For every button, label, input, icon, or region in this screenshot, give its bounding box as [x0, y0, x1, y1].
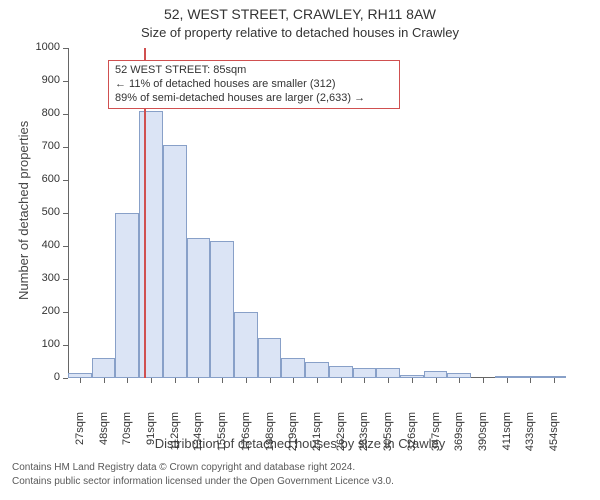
x-tick-label: 369sqm	[453, 412, 465, 456]
y-tick-label: 100	[42, 338, 60, 350]
y-tick-label: 600	[42, 173, 60, 185]
x-tick-label: 411sqm	[501, 412, 513, 456]
histogram-bar	[92, 358, 116, 378]
footer-line-2: Contains public sector information licen…	[12, 476, 394, 487]
x-tick-label: 27sqm	[74, 412, 86, 456]
x-tick-label: 305sqm	[382, 412, 394, 456]
x-tick-label: 326sqm	[406, 412, 418, 456]
histogram-bar	[210, 241, 234, 378]
histogram-bar	[376, 368, 400, 378]
y-tick-label: 0	[54, 371, 60, 383]
y-tick-label: 400	[42, 239, 60, 251]
x-tick-label: 262sqm	[335, 412, 347, 456]
histogram-bar	[234, 312, 258, 378]
chart-title-1: 52, WEST STREET, CRAWLEY, RH11 8AW	[0, 6, 600, 22]
histogram-bar	[424, 371, 448, 378]
y-tick-label: 200	[42, 305, 60, 317]
chart-title-2: Size of property relative to detached ho…	[0, 25, 600, 40]
y-tick-label: 900	[42, 74, 60, 86]
histogram-bar	[329, 366, 353, 378]
x-tick-label: 198sqm	[264, 412, 276, 456]
footer-line-1: Contains HM Land Registry data © Crown c…	[12, 462, 355, 473]
x-tick-label: 390sqm	[477, 412, 489, 456]
x-tick-label: 112sqm	[169, 412, 181, 456]
histogram-bar	[281, 358, 305, 378]
x-tick-label: 219sqm	[287, 412, 299, 456]
histogram-bar	[163, 145, 187, 378]
x-tick-label: 134sqm	[192, 412, 204, 456]
y-tick-label: 1000	[36, 41, 60, 53]
histogram-bar	[258, 338, 282, 378]
x-tick-label: 91sqm	[145, 412, 157, 456]
x-tick-label: 48sqm	[98, 412, 110, 456]
histogram-bar	[187, 238, 211, 378]
histogram-bar	[353, 368, 377, 378]
histogram-bar	[139, 111, 163, 378]
y-tick-label: 300	[42, 272, 60, 284]
histogram-bar	[305, 362, 329, 379]
x-tick-label: 454sqm	[548, 412, 560, 456]
annotation-box: 52 WEST STREET: 85sqm← 11% of detached h…	[108, 60, 400, 109]
y-tick-label: 500	[42, 206, 60, 218]
annotation-line: 89% of semi-detached houses are larger (…	[115, 92, 393, 106]
x-tick-label: 347sqm	[430, 412, 442, 456]
y-tick-label: 800	[42, 107, 60, 119]
x-tick-label: 433sqm	[524, 412, 536, 456]
x-tick-label: 241sqm	[311, 412, 323, 456]
x-tick-label: 70sqm	[121, 412, 133, 456]
chart-container: 52, WEST STREET, CRAWLEY, RH11 8AW Size …	[0, 0, 600, 500]
x-tick-label: 283sqm	[358, 412, 370, 456]
y-axis-label: Number of detached properties	[16, 121, 31, 300]
annotation-line: ← 11% of detached houses are smaller (31…	[115, 78, 393, 92]
annotation-line: 52 WEST STREET: 85sqm	[115, 64, 393, 78]
histogram-bar	[115, 213, 139, 378]
y-tick-label: 700	[42, 140, 60, 152]
x-tick-label: 155sqm	[216, 412, 228, 456]
x-tick-label: 176sqm	[240, 412, 252, 456]
